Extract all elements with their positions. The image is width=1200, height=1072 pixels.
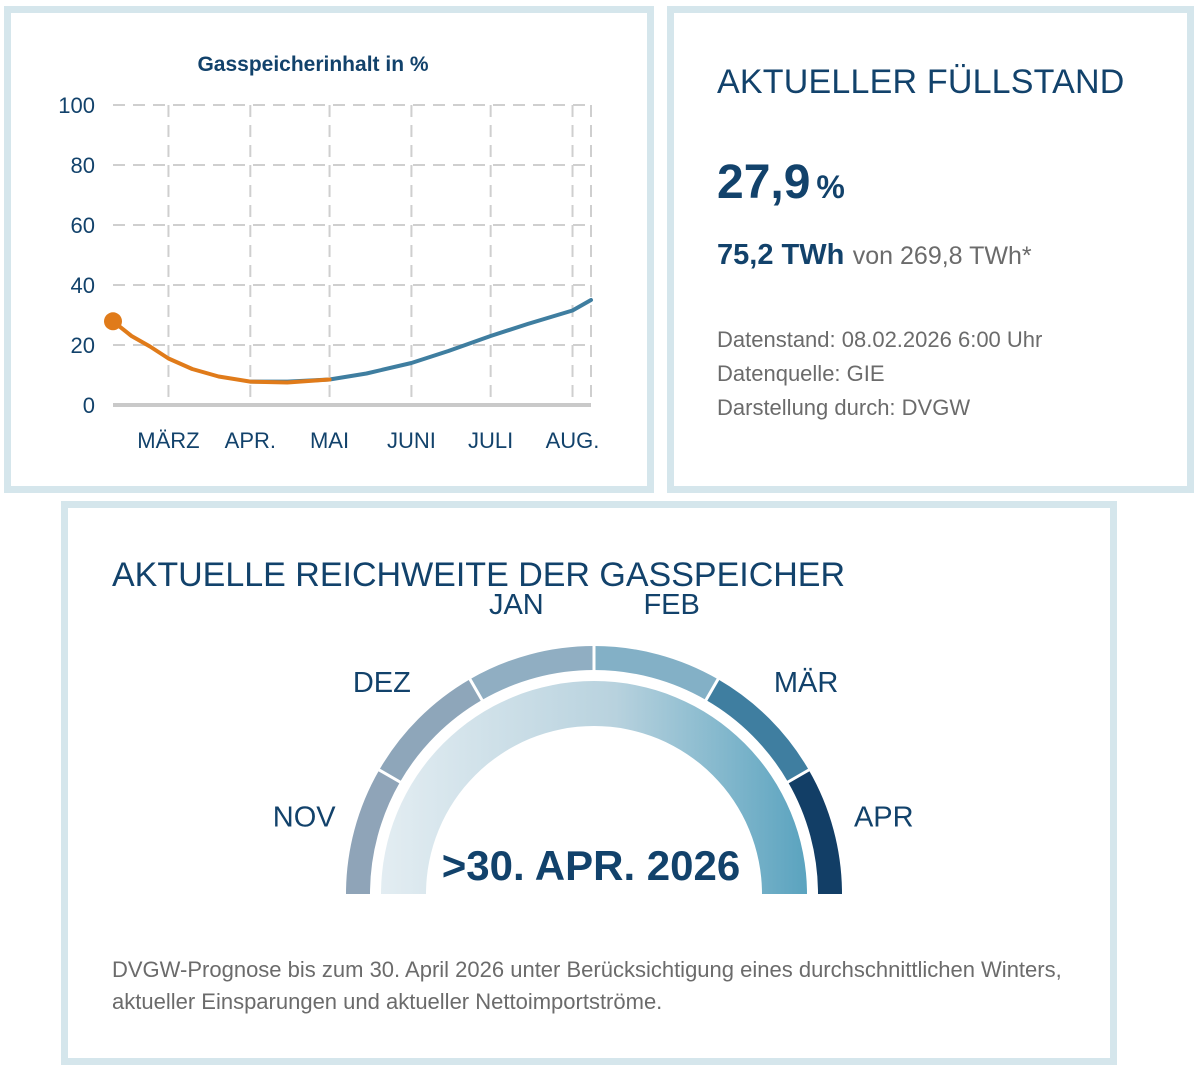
x-tick-label: MAI [310,428,349,453]
data-source: Datenquelle: GIE [717,361,885,386]
gauge-divider [376,767,403,785]
x-tick-label: JUNI [387,428,436,453]
storage-range-card: AKTUELLE REICHWEITE DER GASSPEICHER NOV D… [61,501,1117,1065]
x-tick-label: JULI [468,428,513,453]
fill-percentage-unit: % [816,169,845,205]
gauge-segment-dez [379,679,482,782]
storage-level-chart: Gasspeicherinhalt in % 0 20 40 60 80 100 MÄRZ AP… [58,53,600,453]
y-tick-label: 0 [83,393,95,418]
gauge-segment-feb [594,646,718,701]
gauge-month-label: NOV [273,801,337,833]
gauge-segment-mär [706,679,809,782]
gauge-inner-band [381,681,807,894]
y-tick-label: 60 [71,213,95,238]
chart-title: Gasspeicherinhalt in % [197,53,428,76]
series-line-1 [111,319,332,385]
current-level-card: AKTUELLER FÜLLSTAND 27,9% 75,2 TWh von 2… [667,6,1194,493]
current-value-marker [104,312,122,331]
y-tick-label: 80 [71,153,95,178]
fill-percentage-value: 27,9 [717,156,811,209]
y-tick-label: 100 [58,93,95,118]
range-heading: AKTUELLE REICHWEITE DER GASSPEICHER [112,556,846,594]
data-presenter: Darstellung durch: DVGW [717,395,971,420]
range-gauge: NOV DEZ JAN FEB MÄR APR >30. APR. 2026 [273,589,914,894]
gauge-segment-nov [346,770,401,894]
gauge-divider [785,767,812,785]
gauge-month-label: DEZ [353,667,411,699]
range-result: >30. APR. 2026 [442,842,740,889]
gauge-month-label: FEB [643,589,699,621]
data-meta: Datenstand: 08.02.2026 6:00 Uhr Datenque… [717,323,1042,425]
gauge-month-label: MÄR [774,667,838,699]
gauge-segment-apr [787,770,842,894]
gauge-month-label: APR [854,801,914,833]
fill-energy: 75,2 TWh von 269,8 TWh* [717,239,1032,272]
fill-percentage: 27,9% [717,155,845,210]
forecast-note: DVGW-Prognose bis zum 30. April 2026 unt… [112,957,1062,1014]
gauge-month-label: JAN [489,589,544,621]
current-level-heading: AKTUELLER FÜLLSTAND [717,63,1125,101]
fill-energy-capacity: von 269,8 TWh* [852,242,1032,270]
storage-chart-card: Gasspeicherinhalt in % 0 20 40 60 80 100 MÄRZ AP… [4,6,654,493]
fill-energy-value: 75,2 TWh [717,239,845,271]
x-tick-label: APR. [225,428,276,453]
y-tick-label: 40 [71,273,95,298]
x-tick-label: MÄRZ [137,428,199,453]
gauge-divider [703,676,721,703]
x-tick-label: AUG. [546,428,600,453]
gauge-segment-jan [470,646,594,701]
gauge-divider [467,676,485,703]
data-timestamp: Datenstand: 08.02.2026 6:00 Uhr [717,327,1043,352]
y-tick-label: 20 [71,333,95,358]
series-line-2 [248,298,593,384]
